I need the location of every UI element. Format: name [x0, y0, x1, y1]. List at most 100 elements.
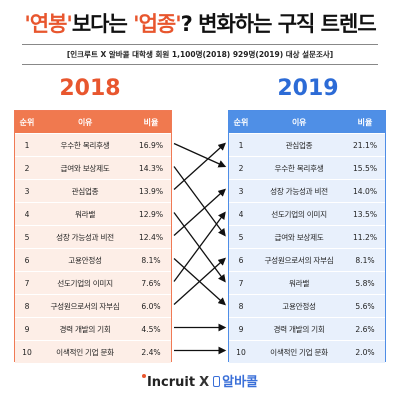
- ratio-cell: 4.5%: [141, 324, 161, 334]
- reason-cell: 이색적인 기업 문화: [56, 347, 114, 357]
- ratio-cell: 14.3%: [138, 163, 164, 173]
- rank-arrow: [173, 258, 226, 306]
- year-2019-heading: 2019: [277, 76, 339, 101]
- rank-cell: 9: [24, 324, 30, 334]
- title-highlight-salary: '연봉': [24, 12, 72, 36]
- column-reason: 이유: [77, 117, 93, 127]
- footer-brand: Incruit X 알바콜: [0, 371, 400, 390]
- table-row: 6 고용안정성 8.1%: [15, 248, 171, 271]
- table-row: 7 선도기업의 이미지 7.6%: [15, 271, 171, 294]
- rank-cell: 7: [238, 278, 244, 288]
- column-rank: 순위: [233, 117, 249, 127]
- reason-cell: 우수한 복리후생: [60, 140, 110, 150]
- ranking-table-2019: 순위 이유 비율 1 관심업종 21.1% 2 우수한 복리후생 15.5% 3 성장 가능성…: [228, 110, 386, 363]
- rank-cell: 4: [24, 209, 30, 219]
- ratio-cell: 13.5%: [352, 209, 378, 219]
- rank-cell: 8: [238, 301, 244, 311]
- table-row: 3 성장 가능성과 비전 14.0%: [229, 179, 385, 202]
- reason-cell: 워라밸: [288, 278, 310, 288]
- rank-cell: 6: [24, 255, 30, 265]
- reason-cell: 관심업종: [285, 140, 313, 150]
- table-row: 6 구성원으로서의 자부심 8.1%: [229, 248, 385, 271]
- table-row: 10 이색적인 기업 문화 2.0%: [229, 340, 385, 363]
- table-row: 5 성장 가능성과 비전 12.4%: [15, 225, 171, 248]
- reason-cell: 고용안정성: [282, 301, 316, 311]
- ratio-cell: 6.0%: [141, 301, 161, 311]
- reason-cell: 관심업종: [71, 186, 99, 196]
- rank-cell: 7: [24, 278, 30, 288]
- page-title: '연봉'보다는 '업종'? 변화하는 구직 트렌드: [0, 8, 400, 38]
- ratio-cell: 2.0%: [355, 347, 375, 357]
- table-row: 1 우수한 복리후생 16.9%: [15, 133, 171, 156]
- ratio-cell: 11.2%: [352, 232, 378, 242]
- rank-cell: 3: [238, 186, 244, 196]
- table-header: 순위 이유 비율: [229, 111, 385, 133]
- rank-cell: 5: [238, 232, 244, 242]
- year-2018-heading: 2018: [59, 76, 121, 101]
- rank-cell: 10: [236, 347, 246, 357]
- albacall-logo: 알바콜: [222, 375, 259, 390]
- reason-cell: 경력 개발의 기회: [273, 324, 325, 334]
- brand-separator: X: [199, 375, 210, 390]
- title-text-2: ? 변화하는 구직 트렌드: [180, 12, 377, 36]
- rank-cell: 6: [238, 255, 244, 265]
- table-row: 4 워라밸 12.9%: [15, 202, 171, 225]
- table-row: 8 고용안정성 5.6%: [229, 294, 385, 317]
- ratio-cell: 2.6%: [355, 324, 375, 334]
- ratio-cell: 14.0%: [352, 186, 378, 196]
- reason-cell: 급여와 보상제도: [274, 232, 324, 242]
- ratio-cell: 13.9%: [138, 186, 164, 196]
- table-row: 4 선도기업의 이미지 13.5%: [229, 202, 385, 225]
- table-row: 10 이색적인 기업 문화 2.4%: [15, 340, 171, 363]
- ratio-cell: 15.5%: [352, 163, 378, 173]
- ratio-cell: 21.1%: [352, 140, 378, 150]
- rank-arrow: [173, 142, 226, 190]
- rank-cell: 4: [238, 209, 244, 219]
- table-row: 3 관심업종 13.9%: [15, 179, 171, 202]
- reason-cell: 선도기업의 이미지: [271, 209, 327, 219]
- table-row: 5 급여와 보상제도 11.2%: [229, 225, 385, 248]
- rank-arrow: [173, 212, 226, 283]
- subtitle-rule-top: [22, 44, 378, 45]
- ratio-cell: 12.9%: [138, 209, 164, 219]
- ratio-cell: 8.1%: [355, 255, 375, 265]
- title-highlight-industry: '업종': [133, 12, 181, 36]
- rank-cell: 3: [24, 186, 30, 196]
- reason-cell: 경력 개발의 기회: [59, 324, 111, 334]
- reason-cell: 우수한 복리후생: [274, 163, 324, 173]
- table-header: 순위 이유 비율: [15, 111, 171, 133]
- rank-cell: 8: [24, 301, 30, 311]
- reason-cell: 성장 가능성과 비전: [56, 232, 114, 242]
- column-rank: 순위: [19, 117, 35, 127]
- ratio-cell: 12.4%: [138, 232, 164, 242]
- reason-cell: 워라밸: [74, 209, 96, 219]
- rank-arrow: [173, 211, 226, 282]
- incruit-logo: Incruit: [146, 375, 196, 390]
- column-ratio: 비율: [357, 117, 373, 127]
- rank-cell: 9: [238, 324, 244, 334]
- title-text-1: 보다는: [71, 12, 134, 36]
- survey-subtitle: [인크루트 X 알바콜 대학생 회원 1,100명(2018) 929명(201…: [66, 50, 334, 59]
- incruit-logo-dot-icon: [141, 374, 146, 378]
- ranking-table-2018: 순위 이유 비율 1 우수한 복리후생 16.9% 2 급여와 보상제도 14.3% 3 관심…: [14, 110, 172, 363]
- albacall-phone-icon: [213, 376, 221, 387]
- table-row: 7 워라밸 5.8%: [229, 271, 385, 294]
- table-row: 9 경력 개발의 기회 4.5%: [15, 317, 171, 340]
- reason-cell: 이색적인 기업 문화: [270, 347, 328, 357]
- rank-cell: 2: [24, 163, 30, 173]
- reason-cell: 구성원으로서의 자부심: [50, 301, 120, 311]
- ratio-cell: 5.6%: [355, 301, 375, 311]
- rank-cell: 1: [238, 140, 244, 150]
- reason-cell: 급여와 보상제도: [60, 163, 110, 173]
- column-reason: 이유: [291, 117, 307, 127]
- table-row: 9 경력 개발의 기회 2.6%: [229, 317, 385, 340]
- table-row: 2 급여와 보상제도 14.3%: [15, 156, 171, 179]
- table-row: 8 구성원으로서의 자부심 6.0%: [15, 294, 171, 317]
- ratio-cell: 16.9%: [138, 140, 164, 150]
- ratio-cell: 5.8%: [355, 278, 375, 288]
- reason-cell: 성장 가능성과 비전: [270, 186, 328, 196]
- ratio-cell: 7.6%: [141, 278, 161, 288]
- rank-cell: 1: [24, 140, 30, 150]
- rank-arrow: [173, 188, 226, 236]
- ratio-cell: 8.1%: [141, 255, 161, 265]
